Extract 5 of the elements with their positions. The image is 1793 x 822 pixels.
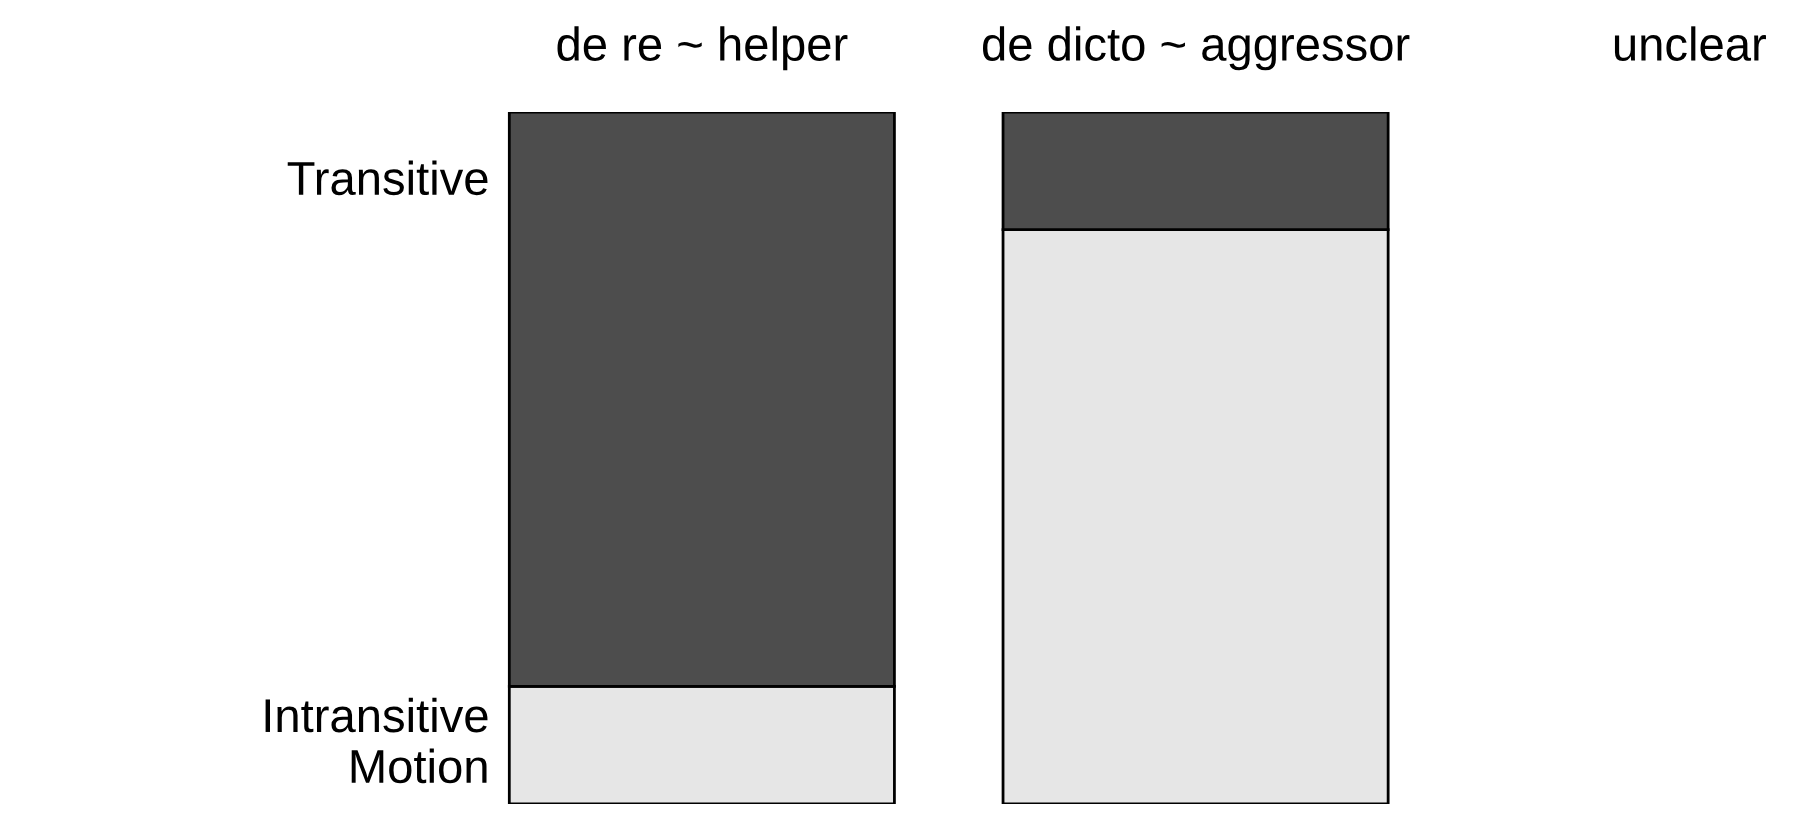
x-tick-label: de dicto ~ aggressor bbox=[982, 26, 1410, 71]
series-label: Transitive bbox=[287, 160, 488, 196]
series-label: Intransitive Motion bbox=[265, 697, 488, 784]
x-tick-label: unclear bbox=[1614, 26, 1766, 61]
x-tick-label: de re ~ helper bbox=[557, 26, 848, 71]
